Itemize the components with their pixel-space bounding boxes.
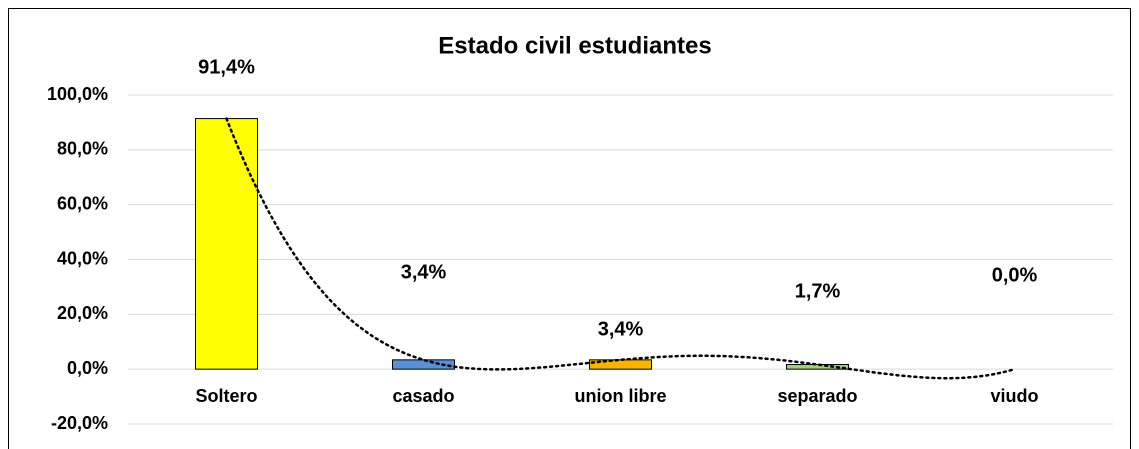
bar	[195, 118, 258, 370]
y-tick-label: 60,0%	[57, 193, 108, 213]
bar	[589, 359, 652, 370]
trendline	[225, 117, 1016, 380]
bar	[786, 364, 849, 370]
x-tick-label: viudo	[991, 386, 1039, 406]
data-label: 91,4%	[198, 56, 255, 78]
x-tick-label: casado	[392, 386, 454, 406]
chart-title: Estado civil estudiantes	[438, 32, 711, 59]
y-tick-label: 20,0%	[57, 303, 108, 323]
data-label: 1,7%	[795, 280, 841, 302]
x-tick-label: union libre	[575, 386, 667, 406]
y-tick-label: 40,0%	[57, 248, 108, 268]
chart-border	[8, 8, 1131, 449]
y-tick-label: 100,0%	[47, 84, 108, 104]
y-tick-label: 80,0%	[57, 139, 108, 159]
x-tick-label: Soltero	[195, 386, 257, 406]
data-label: 3,4%	[401, 261, 447, 283]
y-tick-label: 0,0%	[67, 358, 108, 378]
y-tick-label: -20,0%	[51, 413, 108, 433]
data-label: 0,0%	[992, 264, 1038, 286]
bar	[392, 359, 455, 370]
data-label: 3,4%	[598, 318, 644, 340]
x-tick-label: separado	[777, 386, 857, 406]
